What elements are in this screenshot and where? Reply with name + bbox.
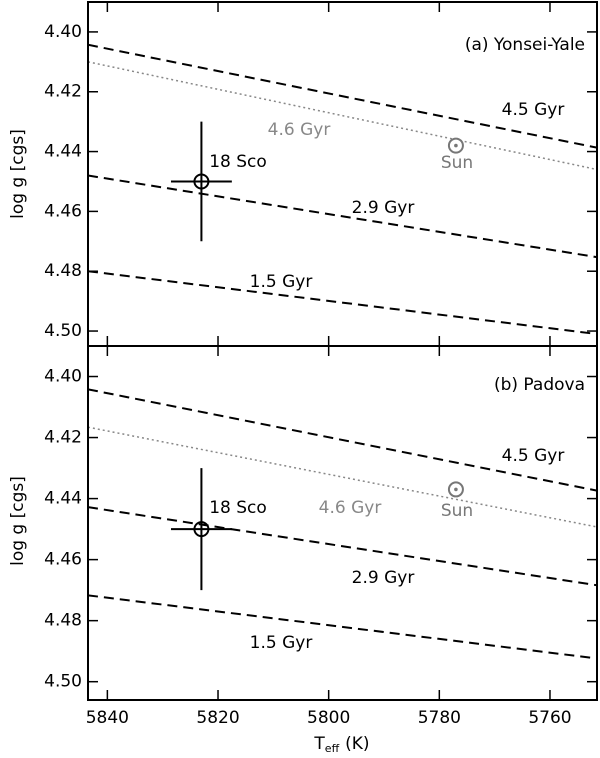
isochrone [88,61,597,171]
isochrone [88,270,597,336]
isochrone [88,388,597,492]
isochrone [88,506,597,587]
y-tick-label: 4.46 [44,201,82,221]
x-axis-label-sub: eff [325,742,340,755]
y-tick-label: 4.42 [44,82,82,102]
series-label: 4.5 Gyr [502,100,565,120]
y-tick-label: 4.44 [44,142,82,162]
plot-frame [87,345,598,701]
series-label: 2.9 Gyr [352,568,415,588]
series-label: 1.5 Gyr [250,272,313,292]
x-tick-label: 5840 [86,708,129,728]
series-label: 2.9 Gyr [352,198,415,218]
x-axis-label-unit: (K) [345,734,369,754]
point-dot [454,143,458,148]
panel-label: (b) Padova [494,375,585,395]
y-tick-label: 4.50 [44,672,82,692]
series-label: 1.5 Gyr [250,633,313,653]
x-tick-label: 5820 [196,708,239,728]
y-tick-label: 4.46 [44,550,82,570]
point-dot [454,487,458,492]
y-tick-label: 4.48 [44,611,82,631]
y-tick-label: 4.40 [44,22,82,42]
point-label: 18 Sco [209,498,267,518]
point-label: Sun [441,501,473,521]
point-label: Sun [441,153,473,173]
x-axis-label-symbol: T [313,734,325,754]
y-axis-label: log g [cgs] [8,476,28,566]
x-tick-label: 5800 [307,708,350,728]
series-label: 4.5 Gyr [502,446,565,466]
x-tick-label: 5760 [528,708,571,728]
panel-label: (a) Yonsei-Yale [465,35,585,55]
point [193,521,210,538]
y-axis-label: log g [cgs] [8,129,28,219]
series-label: 4.6 Gyr [319,498,382,518]
isochrone [88,426,597,528]
isochrone [88,594,597,660]
isochrone [88,174,597,259]
y-tick-label: 4.50 [44,321,82,341]
y-tick-label: 4.40 [44,367,82,387]
x-axis-label: Teff (K) [313,734,369,755]
x-tick-label: 5780 [418,708,461,728]
y-tick-label: 4.48 [44,261,82,281]
series-label: 4.6 Gyr [268,120,331,140]
point-label: 18 Sco [209,152,267,172]
point [193,173,210,190]
y-tick-label: 4.42 [44,428,82,448]
isochrone [88,43,597,149]
y-tick-label: 4.44 [44,489,82,509]
